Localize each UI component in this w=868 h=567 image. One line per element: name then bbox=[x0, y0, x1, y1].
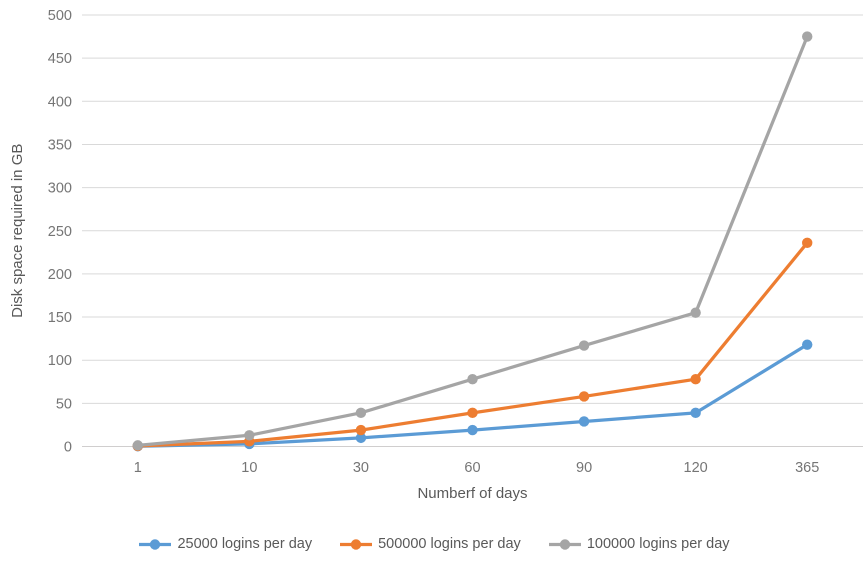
x-tick-label: 60 bbox=[464, 460, 480, 476]
legend-item: 25000 logins per day bbox=[138, 536, 312, 552]
x-axis-title: Numberf of days bbox=[417, 485, 527, 502]
y-tick-label: 350 bbox=[48, 137, 72, 153]
x-tick-label: 120 bbox=[684, 460, 708, 476]
legend-label: 500000 logins per day bbox=[378, 536, 521, 552]
legend-marker-icon bbox=[340, 538, 373, 550]
y-tick-label: 300 bbox=[48, 181, 72, 197]
legend-item: 500000 logins per day bbox=[339, 536, 521, 552]
legend-marker-icon bbox=[139, 538, 172, 550]
data-point bbox=[467, 424, 478, 436]
data-point bbox=[802, 237, 813, 249]
data-point bbox=[244, 430, 255, 441]
data-point bbox=[578, 391, 590, 402]
legend-label: 100000 logins per day bbox=[586, 536, 730, 552]
legend-marker-dot bbox=[559, 538, 571, 550]
data-point bbox=[355, 424, 367, 436]
x-tick-label: 1 bbox=[134, 460, 142, 476]
data-point bbox=[132, 440, 143, 451]
legend-marker-dot bbox=[350, 538, 362, 550]
data-point bbox=[578, 416, 590, 427]
x-tick-label: 30 bbox=[353, 460, 369, 476]
legend-marker-dot bbox=[150, 538, 161, 550]
y-tick-label: 150 bbox=[48, 310, 72, 326]
data-point bbox=[467, 373, 478, 385]
data-point bbox=[690, 307, 701, 318]
x-tick-label: 90 bbox=[576, 460, 592, 476]
y-tick-label: 200 bbox=[48, 267, 72, 283]
legend-item: 100000 logins per day bbox=[548, 536, 730, 552]
legend-marker-icon bbox=[548, 538, 581, 550]
y-tick-label: 100 bbox=[48, 353, 72, 369]
data-point bbox=[802, 339, 813, 350]
y-tick-label: 250 bbox=[48, 224, 72, 240]
x-tick-label: 365 bbox=[795, 460, 819, 476]
y-tick-label: 450 bbox=[48, 51, 72, 67]
x-tick-label: 10 bbox=[241, 460, 257, 476]
legend-label: 25000 logins per day bbox=[177, 536, 313, 552]
data-point bbox=[690, 373, 701, 385]
data-point bbox=[355, 407, 367, 419]
data-point bbox=[467, 407, 478, 419]
chart-legend: 25000 logins per day 500000 logins per da… bbox=[0, 536, 868, 552]
data-point bbox=[578, 340, 590, 351]
y-tick-label: 400 bbox=[48, 94, 72, 110]
y-tick-label: 50 bbox=[56, 396, 72, 412]
data-point bbox=[802, 31, 813, 42]
y-axis-title: Disk space required in GB bbox=[9, 144, 26, 318]
data-point bbox=[690, 407, 701, 419]
data-point bbox=[355, 432, 367, 444]
y-tick-label: 500 bbox=[48, 8, 72, 24]
y-tick-label: 0 bbox=[64, 440, 72, 456]
